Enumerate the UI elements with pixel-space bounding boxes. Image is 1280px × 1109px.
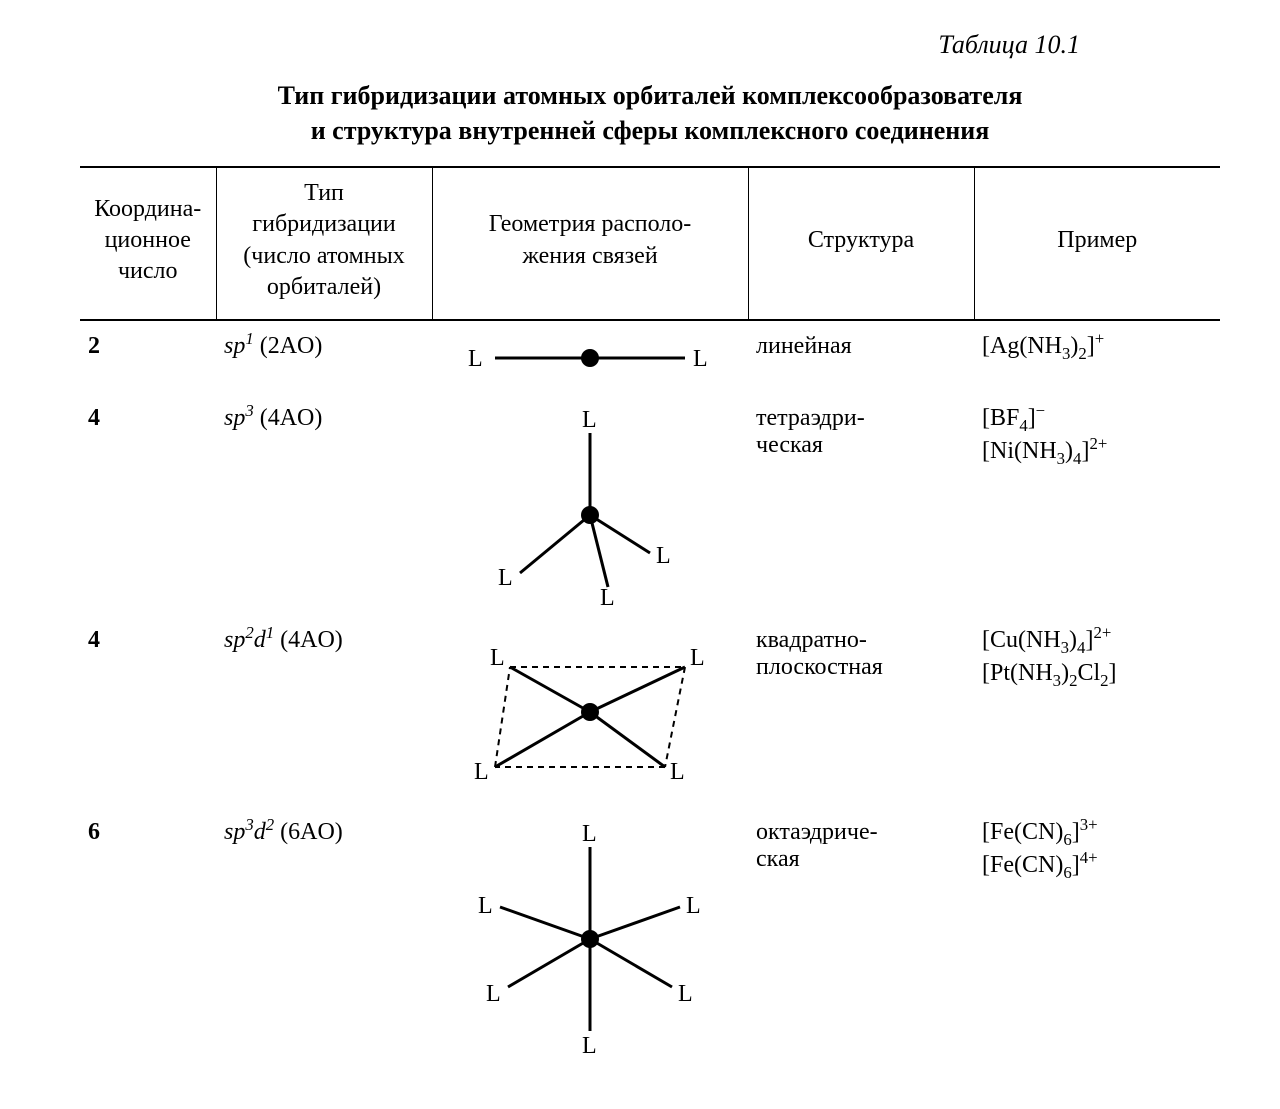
header-coord: Координа-ционноечисло bbox=[80, 167, 216, 320]
example-formula: [Ni(NH3)4]2+ bbox=[982, 438, 1212, 465]
table-number: Таблица 10.1 bbox=[80, 30, 1220, 60]
structure-name: октаэдриче-ская bbox=[748, 807, 974, 1069]
example-formula: [BF4]− bbox=[982, 405, 1212, 432]
svg-text:L: L bbox=[678, 981, 693, 1007]
example-formula: [Fe(CN)6]3+ bbox=[982, 819, 1212, 846]
hybridization-type: sp2d1 (4AO) bbox=[216, 615, 432, 807]
title-line-1: Тип гибридизации атомных орбиталей компл… bbox=[278, 81, 1023, 110]
table-row: 4sp3 (4AO) L L L Lтетраэдри-ческая [BF4]− [Ni(… bbox=[80, 393, 1220, 615]
svg-text:L: L bbox=[656, 543, 671, 569]
coord-number: 4 bbox=[80, 615, 216, 807]
table-row: 4sp2d1 (4AO)LLLLквадратно-плоскостная[Cu… bbox=[80, 615, 1220, 807]
header-ex: Пример bbox=[974, 167, 1220, 320]
table-body: 2sp1 (2AO)LLлинейная[Ag(NH3)2]+4sp3 (4AO… bbox=[80, 320, 1220, 1069]
hybridization-table: Координа-ционноечисло Типгибридизации(чи… bbox=[80, 166, 1220, 1069]
svg-text:L: L bbox=[582, 1033, 597, 1059]
structure-name: тетраэдри-ческая bbox=[748, 393, 974, 615]
svg-text:L: L bbox=[582, 821, 597, 847]
table-row: 2sp1 (2AO)LLлинейная[Ag(NH3)2]+ bbox=[80, 320, 1220, 393]
svg-text:L: L bbox=[474, 759, 489, 785]
coord-number: 2 bbox=[80, 320, 216, 393]
coord-number: 4 bbox=[80, 393, 216, 615]
geometry-cell: L L L L bbox=[432, 615, 748, 807]
table-title: Тип гибридизации атомных орбиталей компл… bbox=[80, 78, 1220, 148]
svg-text:L: L bbox=[693, 346, 708, 372]
geometry-diagram: L L L L bbox=[450, 627, 730, 797]
svg-text:L: L bbox=[582, 407, 597, 433]
example-formula: [Pt(NH3)2Cl2] bbox=[982, 660, 1212, 687]
geometry-diagram: L L L L bbox=[480, 405, 700, 605]
hybridization-type: sp1 (2AO) bbox=[216, 320, 432, 393]
example-formula: [Fe(CN)6]4+ bbox=[982, 852, 1212, 879]
example-formula: [Ag(NH3)2]+ bbox=[982, 333, 1212, 360]
coord-number: 6 bbox=[80, 807, 216, 1069]
geometry-cell: L L L L L L bbox=[432, 807, 748, 1069]
example-formula: [Cu(NH3)4]2+ bbox=[982, 627, 1212, 654]
header-row: Координа-ционноечисло Типгибридизации(чи… bbox=[80, 167, 1220, 320]
svg-text:L: L bbox=[600, 585, 615, 605]
svg-text:L: L bbox=[498, 565, 513, 591]
svg-text:L: L bbox=[486, 981, 501, 1007]
svg-text:L: L bbox=[490, 645, 505, 671]
structure-name: линейная bbox=[748, 320, 974, 393]
example-cell: [Fe(CN)6]3+ [Fe(CN)6]4+ bbox=[974, 807, 1220, 1069]
svg-text:L: L bbox=[478, 893, 493, 919]
geometry-cell: L L L L bbox=[432, 393, 748, 615]
svg-text:L: L bbox=[468, 346, 483, 372]
example-cell: [Ag(NH3)2]+ bbox=[974, 320, 1220, 393]
hybridization-type: sp3d2 (6AO) bbox=[216, 807, 432, 1069]
hybridization-type: sp3 (4AO) bbox=[216, 393, 432, 615]
geometry-diagram: LL bbox=[460, 333, 720, 383]
structure-name: квадратно-плоскостная bbox=[748, 615, 974, 807]
svg-text:L: L bbox=[670, 759, 685, 785]
header-hyb: Типгибридизации(число атомныхорбиталей) bbox=[216, 167, 432, 320]
svg-text:L: L bbox=[690, 645, 705, 671]
geometry-diagram: L L L L L L bbox=[460, 819, 720, 1059]
header-struct: Структура bbox=[748, 167, 974, 320]
example-cell: [BF4]− [Ni(NH3)4]2+ bbox=[974, 393, 1220, 615]
geometry-cell: LL bbox=[432, 320, 748, 393]
example-cell: [Cu(NH3)4]2+ [Pt(NH3)2Cl2] bbox=[974, 615, 1220, 807]
table-row: 6sp3d2 (6AO)LLLLLLоктаэдриче-ская[Fe(CN)… bbox=[80, 807, 1220, 1069]
title-line-2: и структура внутренней сферы комплексног… bbox=[311, 116, 990, 145]
svg-text:L: L bbox=[686, 893, 701, 919]
page: Таблица 10.1 Тип гибридизации атомных ор… bbox=[0, 0, 1280, 1109]
header-geom: Геометрия располо-жения связей bbox=[432, 167, 748, 320]
